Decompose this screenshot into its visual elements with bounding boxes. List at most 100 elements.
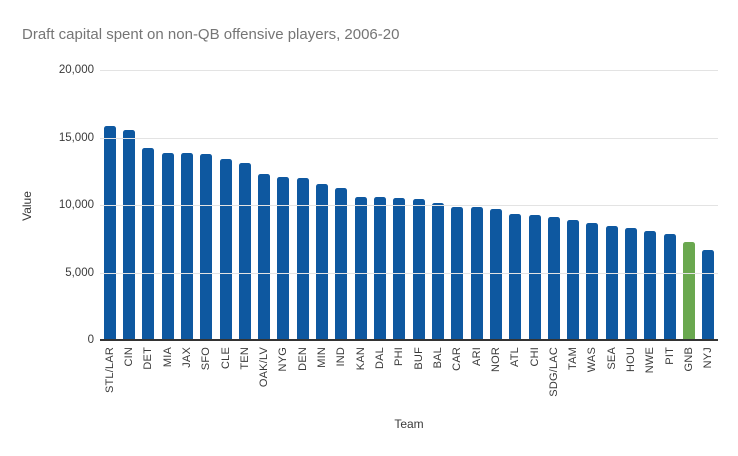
bar-car[interactable] (451, 206, 464, 341)
bar-slot (583, 71, 602, 341)
x-tick-label: PIT (663, 347, 676, 365)
bar-slot (274, 71, 293, 341)
x-tick-label: OAK/LV (258, 347, 271, 388)
bar-slot (235, 71, 254, 341)
gridline (100, 205, 718, 206)
bar-jax[interactable] (180, 152, 193, 341)
x-tick-label: ATL (509, 347, 522, 367)
y-axis-tick-labels: 0 5,000 10,000 15,000 20,000 (0, 64, 94, 346)
bar-series (100, 71, 718, 341)
bar-slot (679, 71, 698, 341)
bar-ten[interactable] (238, 163, 251, 341)
bar-nwe[interactable] (644, 230, 657, 341)
x-tick-label: WAS (586, 347, 599, 373)
y-tick-label: 10,000 (58, 199, 94, 211)
x-tick-label: STL/LAR (103, 347, 116, 394)
bar-den[interactable] (296, 178, 309, 341)
chart-title: Draft capital spent on non-QB offensive … (22, 26, 400, 43)
bar-slot (428, 71, 447, 341)
bar-slot (467, 71, 486, 341)
bar-slot (544, 71, 563, 341)
bar-cin[interactable] (122, 130, 135, 341)
bar-atl[interactable] (509, 214, 522, 341)
bar-slot (390, 71, 409, 341)
x-tick-label: ARI (470, 347, 483, 366)
bar-sfo[interactable] (200, 154, 213, 341)
x-axis-line (100, 339, 718, 341)
bar-dal[interactable] (374, 197, 387, 341)
bar-slot (660, 71, 679, 341)
x-tick-label: TAM (567, 347, 580, 371)
bar-tam[interactable] (567, 220, 580, 341)
bar-chi[interactable] (528, 215, 541, 341)
bar-oak-lv[interactable] (258, 173, 271, 341)
bar-sea[interactable] (605, 225, 618, 341)
x-tick-label: CIN (122, 347, 135, 367)
bar-slot (448, 71, 467, 341)
bar-bal[interactable] (431, 202, 444, 341)
bar-slot (100, 71, 119, 341)
bar-slot (293, 71, 312, 341)
y-tick-label: 0 (87, 334, 94, 346)
bar-slot (486, 71, 505, 341)
bar-nyj[interactable] (702, 249, 715, 341)
bar-min[interactable] (316, 183, 329, 341)
bar-slot (525, 71, 544, 341)
x-tick-label: DAL (374, 347, 387, 369)
bar-cle[interactable] (219, 158, 232, 341)
bar-hou[interactable] (625, 227, 638, 341)
x-tick-label: TEN (238, 347, 251, 370)
bar-ind[interactable] (335, 187, 348, 341)
bar-slot (312, 71, 331, 341)
x-tick-label: BUF (412, 347, 425, 370)
bar-slot (621, 71, 640, 341)
x-tick-label: HOU (625, 347, 638, 373)
x-tick-label: CHI (528, 347, 541, 367)
bar-slot (158, 71, 177, 341)
bar-stl-lar[interactable] (103, 126, 116, 341)
bar-slot (255, 71, 274, 341)
plot-area (100, 70, 718, 341)
x-tick-label: DET (142, 347, 155, 370)
x-tick-label: NYG (277, 347, 290, 372)
bar-nor[interactable] (489, 208, 502, 341)
x-tick-label: NOR (489, 347, 502, 373)
bar-slot (197, 71, 216, 341)
x-tick-label: SDG/LAC (547, 347, 560, 397)
x-tick-label: MIA (161, 347, 174, 368)
y-tick-label: 15,000 (58, 131, 94, 144)
bar-sdg-lac[interactable] (547, 216, 560, 341)
bar-slot (351, 71, 370, 341)
bar-slot (506, 71, 525, 341)
x-tick-label: SEA (605, 347, 618, 370)
x-tick-label: KAN (354, 347, 367, 371)
bar-nyg[interactable] (277, 176, 290, 341)
bar-slot (119, 71, 138, 341)
bar-slot (564, 71, 583, 341)
x-axis-title: Team (394, 417, 424, 431)
bar-det[interactable] (142, 147, 155, 341)
bar-gnb[interactable] (683, 241, 696, 341)
x-tick-label: NWE (644, 347, 657, 374)
x-axis-tick-labels: STL/LAR CIN DET MIA JAX SFO CLE TEN OAK/LV NYG DEN… (100, 347, 718, 413)
bar-slot (216, 71, 235, 341)
bar-ari[interactable] (470, 207, 483, 341)
x-tick-label: GNB (683, 347, 696, 372)
x-tick-label: BAL (431, 347, 444, 369)
bar-slot (409, 71, 428, 341)
bar-kan[interactable] (354, 196, 367, 341)
bar-phi[interactable] (393, 197, 406, 341)
y-tick-label: 5,000 (65, 266, 94, 279)
bar-was[interactable] (586, 222, 599, 341)
bar-pit[interactable] (663, 233, 676, 341)
bar-slot (641, 71, 660, 341)
x-tick-label: CLE (219, 347, 232, 369)
bar-slot (177, 71, 196, 341)
x-tick-label: NYJ (702, 347, 715, 369)
bar-buf[interactable] (412, 199, 425, 341)
bar-mia[interactable] (161, 152, 174, 341)
x-tick-label: MIN (316, 347, 329, 368)
gridline (100, 70, 718, 71)
x-tick-label: PHI (393, 347, 406, 366)
